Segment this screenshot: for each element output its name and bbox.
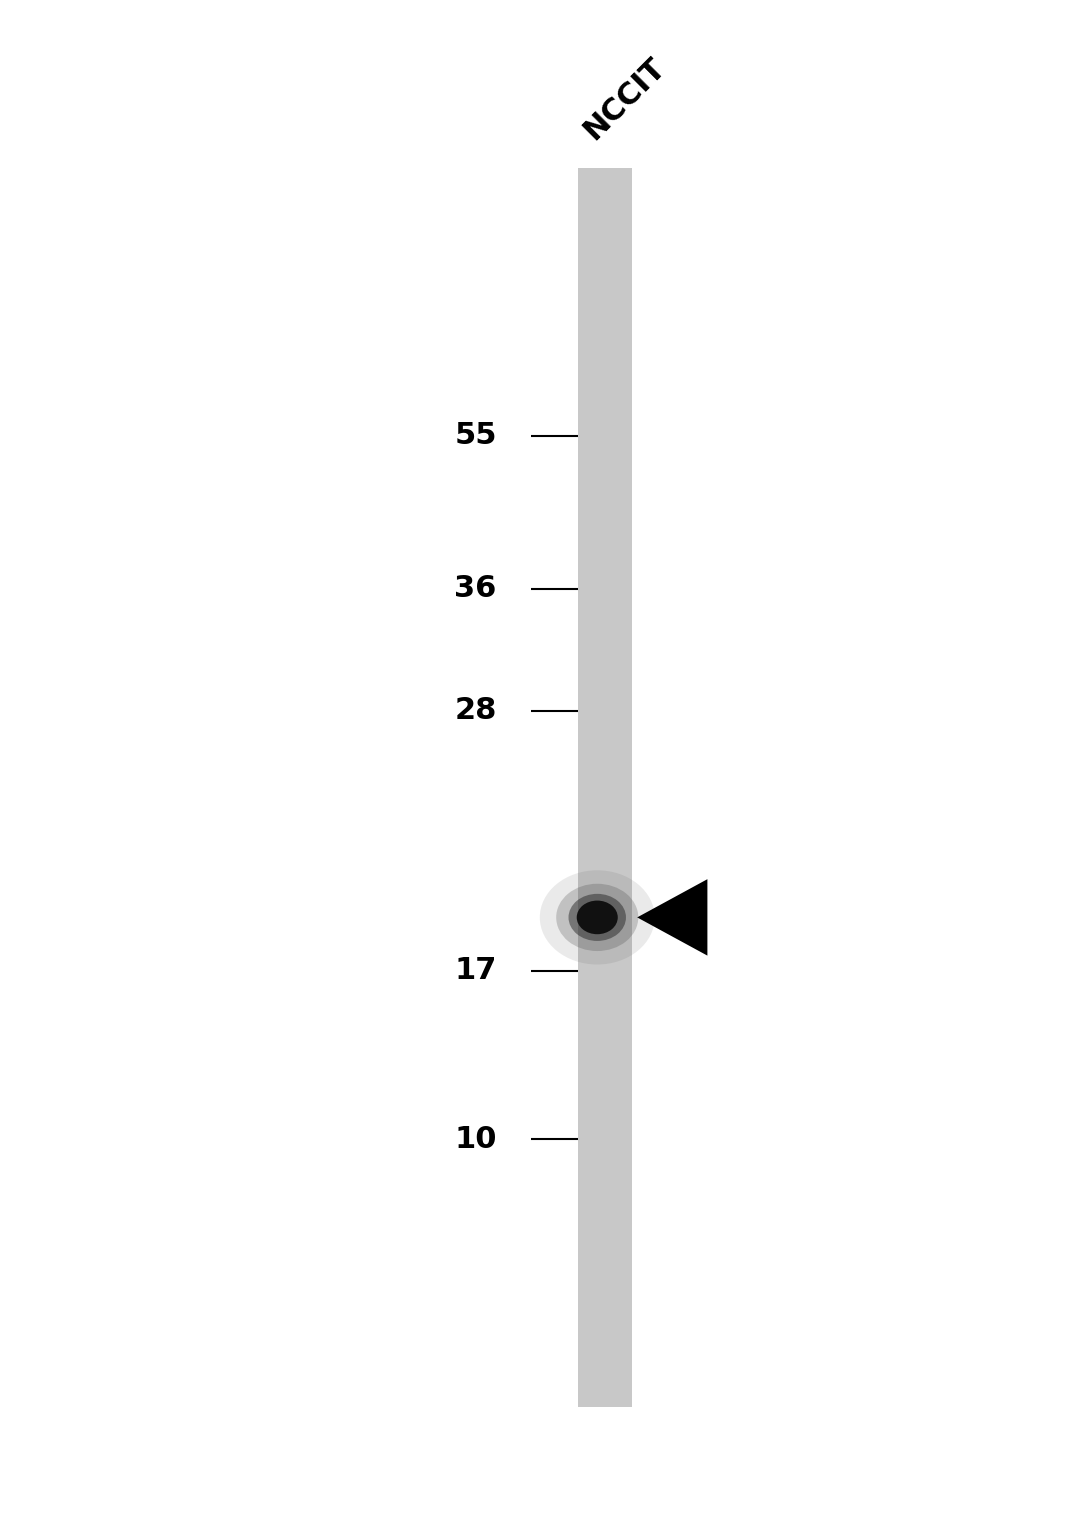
Ellipse shape xyxy=(577,901,618,934)
Ellipse shape xyxy=(568,894,626,940)
Polygon shape xyxy=(637,879,707,956)
Text: 17: 17 xyxy=(455,957,497,985)
Text: 55: 55 xyxy=(455,422,497,450)
Text: NCCIT: NCCIT xyxy=(578,52,671,145)
Ellipse shape xyxy=(556,884,638,951)
Text: 36: 36 xyxy=(455,575,497,602)
Ellipse shape xyxy=(540,870,654,965)
Text: 28: 28 xyxy=(455,697,497,725)
Text: 10: 10 xyxy=(455,1125,497,1153)
Bar xyxy=(578,168,632,1407)
